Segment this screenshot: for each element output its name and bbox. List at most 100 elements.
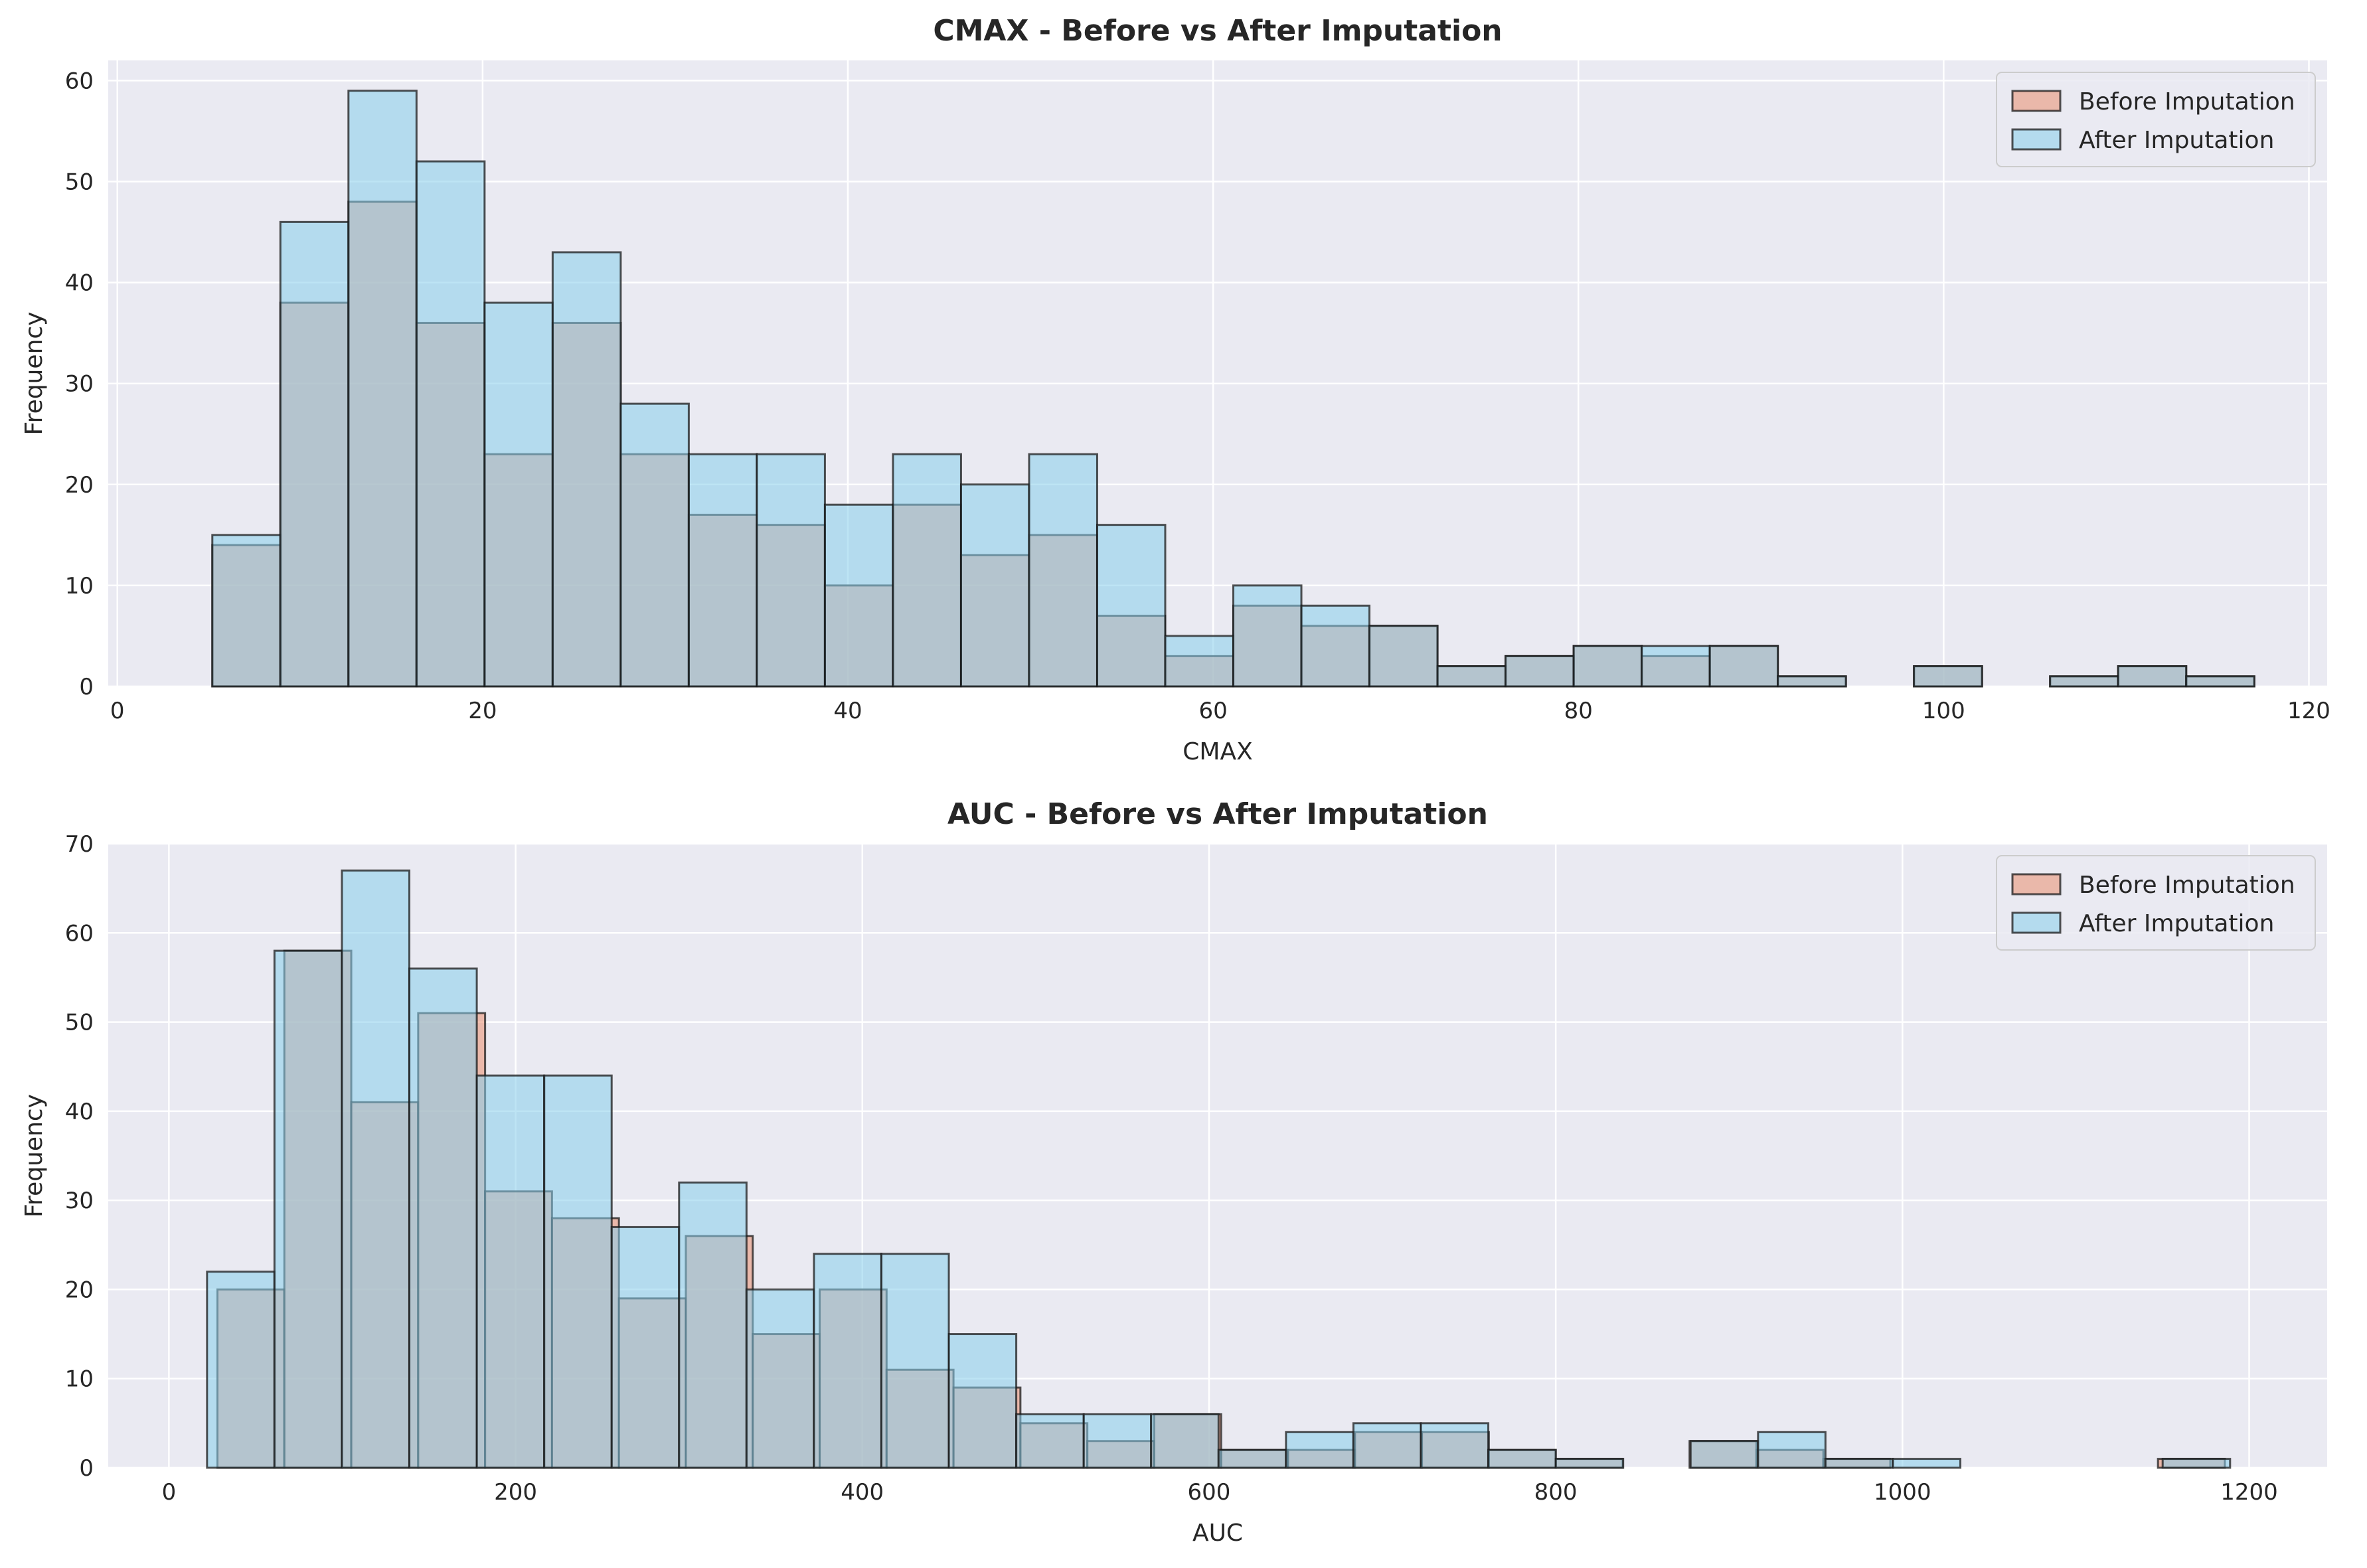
x-tick-label: 400 [841,1479,884,1506]
histogram-bar [543,1074,613,1469]
histogram-bar [1824,1458,1894,1469]
histogram-bar [1232,584,1303,688]
histogram-bar [475,1074,546,1469]
y-tick-label: 60 [65,68,94,94]
histogram-bar [347,90,418,688]
y-tick-label: 30 [65,1188,94,1214]
histogram-bar [1689,1440,1759,1469]
x-tick-label: 100 [1922,698,1965,724]
histogram-bar [1892,1458,1962,1469]
legend-swatch-after [2011,128,2062,151]
histogram-bar [1028,453,1098,688]
histogram-bar [1708,645,1779,688]
chart-panel-2: 0 200 400 600 800 1000 1200 0 10 20 30 40 50 60 70 AUC … [21,797,2327,1547]
histogram-bar [1777,675,1847,688]
x-tick-label: 60 [1198,698,1227,724]
histogram-bar [687,453,758,688]
y-tick-label: 0 [79,1455,94,1482]
chart-panel-1: 0 20 40 60 80 100 120 0 10 20 30 40 50 60 CMAX - Befor… [21,14,2330,765]
histogram-bar [483,301,554,688]
y-tick-label: 50 [65,1010,94,1036]
histogram-bar [341,869,411,1469]
x-axis-label: CMAX [1183,738,1253,765]
histogram-bar [1913,665,1983,688]
histogram-bar [279,220,350,688]
histogram-bar [1150,1413,1220,1469]
x-tick-label: 0 [162,1479,177,1506]
histogram-bar [619,402,690,688]
histogram-bar [211,534,282,688]
x-tick-label: 600 [1187,1479,1230,1506]
histogram-bar [892,453,962,688]
x-tick-label: 800 [1534,1479,1578,1506]
chart-title: CMAX - Before vs After Imputation [933,14,1502,48]
x-axis-label: AUC [1192,1520,1243,1547]
histogram-bar [947,1333,1018,1469]
histogram-bar [1285,1431,1354,1469]
y-tick-label: 60 [65,920,94,947]
legend-label-before: Before Imputation [2079,872,2295,899]
x-tick-label: 1200 [2220,1479,2278,1506]
x-tick-label: 0 [110,698,125,724]
histogram-bar [2185,675,2255,688]
y-tick-label: 30 [65,371,94,398]
y-tick-label: 40 [65,270,94,297]
x-tick-label: 20 [468,698,497,724]
y-axis-label: Frequency [21,1094,48,1217]
legend-label-before: Before Imputation [2079,88,2295,116]
legend-swatch-before [2011,873,2062,896]
series-after [206,869,2232,1469]
y-tick-label: 50 [65,169,94,196]
legend-frame [1996,72,2316,167]
histogram-bar [1096,524,1167,688]
y-tick-label: 10 [65,573,94,599]
histogram-bar [823,503,894,688]
x-tick-label: 40 [833,698,862,724]
histogram-bar [959,483,1030,688]
histogram-bar [1487,1449,1557,1469]
histogram-bar [2049,675,2119,688]
histogram-bar [408,967,478,1469]
histogram-bar [1300,604,1371,688]
y-tick-label: 20 [65,1277,94,1303]
y-tick-label: 70 [65,831,94,858]
histogram-bar [1217,1449,1287,1469]
series-after [211,90,2255,688]
chart-title: AUC - Before vs After Imputation [947,797,1488,831]
histogram-bar [813,1253,882,1469]
histogram-bar [1420,1422,1490,1469]
y-axis-label: Frequency [21,312,48,435]
legend-frame [1996,855,2316,951]
histogram-bar [551,251,622,688]
histogram-bar [1436,665,1507,688]
x-tick-label: 1000 [1874,1479,1931,1506]
histogram-bar [745,1288,815,1469]
x-tick-label: 200 [494,1479,537,1506]
histogram-bar [1368,625,1439,688]
histogram-bar [1505,655,1575,688]
histogram-bar [1757,1431,1827,1469]
histogram-bar [1082,1413,1153,1469]
histogram-bar [415,160,486,688]
histogram-bar [2117,665,2188,688]
y-tick-label: 10 [65,1366,94,1393]
x-tick-label: 80 [1564,698,1593,724]
histogram-bar [1641,645,1711,688]
histogram-bar [678,1181,748,1469]
histogram-bar [206,1271,276,1469]
histogram-bar [1352,1422,1422,1469]
histogram-bar [610,1225,681,1469]
legend-swatch-before [2011,90,2062,112]
y-tick-label: 40 [65,1099,94,1125]
legend-label-after: After Imputation [2079,127,2274,154]
histogram-bar [756,453,826,688]
histogram-bar [880,1253,950,1469]
histogram-bar [2161,1458,2232,1469]
histogram-bar [1572,645,1643,688]
legend-swatch-after [2011,911,2062,934]
x-tick-label: 120 [2287,698,2330,724]
histogram-bar [1015,1413,1085,1469]
histogram-bar [273,949,343,1469]
histogram-bar [1554,1458,1625,1469]
